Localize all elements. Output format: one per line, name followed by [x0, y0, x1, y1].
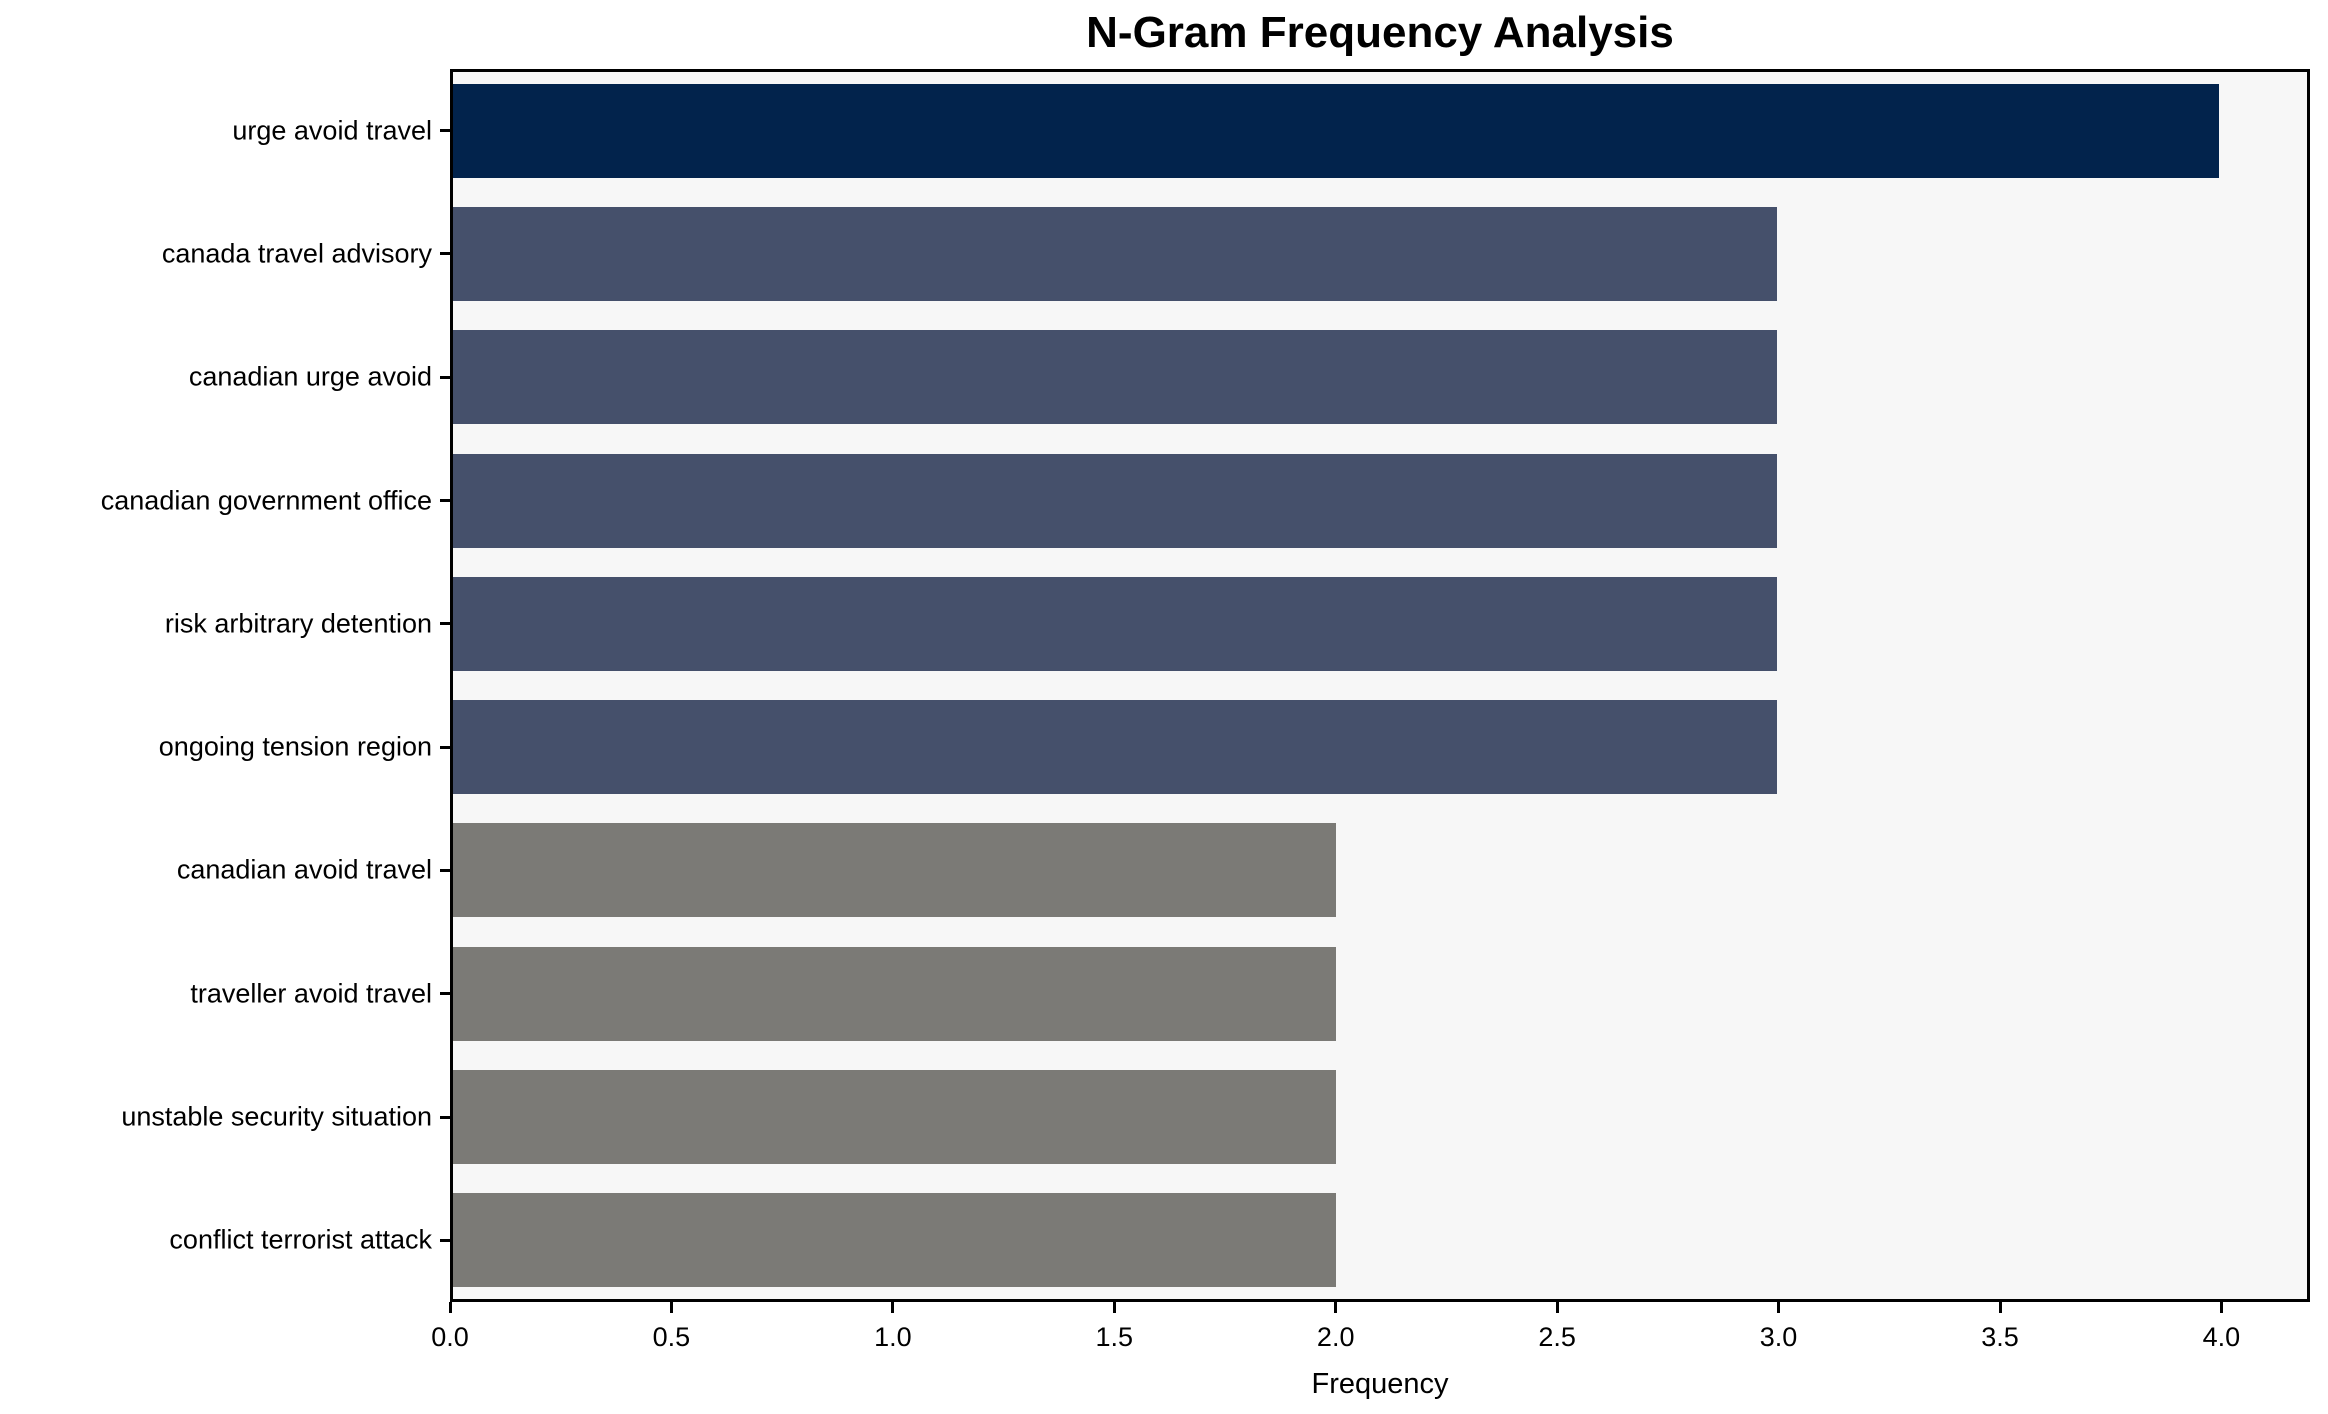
bar [453, 700, 1778, 795]
x-tick-mark [1998, 1302, 2002, 1313]
x-tick-label: 1.0 [874, 1322, 912, 1352]
bar [453, 83, 2219, 178]
y-tick-mark [440, 868, 450, 872]
y-tick-label: urge avoid travel [232, 115, 432, 146]
bar [453, 1193, 1336, 1288]
x-tick-label: 1.5 [1095, 1322, 1134, 1352]
x-tick-mark [1334, 1302, 1338, 1313]
x-tick-label: 2.5 [1538, 1322, 1576, 1352]
bar [453, 1070, 1336, 1165]
bar [453, 946, 1336, 1041]
x-tick-mark [1112, 1302, 1116, 1313]
x-tick-mark [448, 1302, 452, 1313]
y-tick-label: traveller avoid travel [190, 978, 432, 1009]
y-tick-label: risk arbitrary detention [164, 608, 432, 639]
bar [453, 453, 1778, 548]
x-tick-mark [669, 1302, 673, 1313]
y-tick-mark [440, 745, 450, 749]
y-tick-mark [440, 622, 450, 626]
x-tick-mark [891, 1302, 895, 1313]
y-tick-label: unstable security situation [121, 1101, 432, 1132]
y-tick-label: canada travel advisory [161, 238, 432, 269]
plot-area [450, 69, 2310, 1302]
y-tick-label: canadian avoid travel [176, 854, 432, 885]
y-tick-label: conflict terrorist attack [169, 1224, 432, 1255]
bar [453, 330, 1778, 425]
bar [453, 576, 1778, 671]
x-axis-label: Frequency [1311, 1368, 1449, 1400]
x-tick-label: 0.5 [652, 1322, 691, 1352]
y-tick-label: canadian urge avoid [188, 361, 432, 392]
chart-title: N-Gram Frequency Analysis [1086, 8, 1674, 57]
x-tick-mark [2219, 1302, 2223, 1313]
y-tick-mark [440, 1115, 450, 1119]
y-tick-label: canadian government office [100, 485, 432, 516]
x-tick-label: 4.0 [2202, 1322, 2241, 1352]
y-tick-mark [440, 1238, 450, 1242]
y-tick-mark [440, 992, 450, 996]
bar [453, 206, 1778, 301]
y-tick-mark [440, 252, 450, 256]
x-tick-label: 2.0 [1316, 1322, 1355, 1352]
y-tick-label: ongoing tension region [158, 731, 432, 762]
bar [453, 823, 1336, 918]
x-tick-mark [1555, 1302, 1559, 1313]
y-tick-mark [440, 375, 450, 379]
x-tick-label: 3.5 [1981, 1322, 2019, 1352]
x-tick-mark [1777, 1302, 1781, 1313]
y-tick-mark [440, 499, 450, 503]
y-tick-mark [440, 129, 450, 133]
x-tick-label: 0.0 [431, 1322, 469, 1352]
x-tick-label: 3.0 [1759, 1322, 1798, 1352]
